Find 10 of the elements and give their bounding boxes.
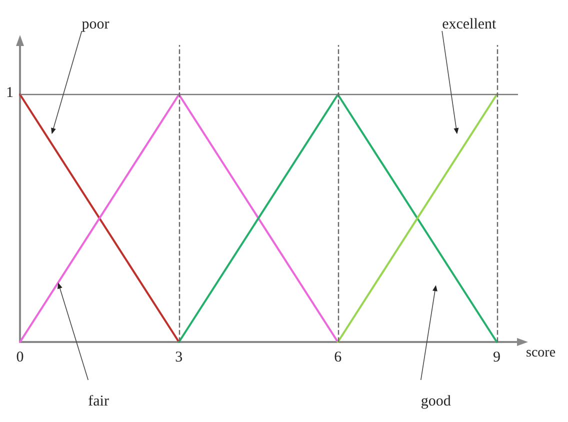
- x-tick-label: 3: [175, 350, 183, 366]
- text: 1: [6, 85, 14, 101]
- x-tick-label: 0: [16, 350, 24, 366]
- text: good: [420, 394, 452, 410]
- text: excellent: [442, 16, 498, 32]
- x-tick-label: 9: [493, 350, 501, 366]
- text: fair: [88, 394, 109, 410]
- text: poor: [82, 16, 110, 32]
- x-tick-label: 6: [334, 350, 342, 366]
- x-axis-title: score: [526, 346, 556, 360]
